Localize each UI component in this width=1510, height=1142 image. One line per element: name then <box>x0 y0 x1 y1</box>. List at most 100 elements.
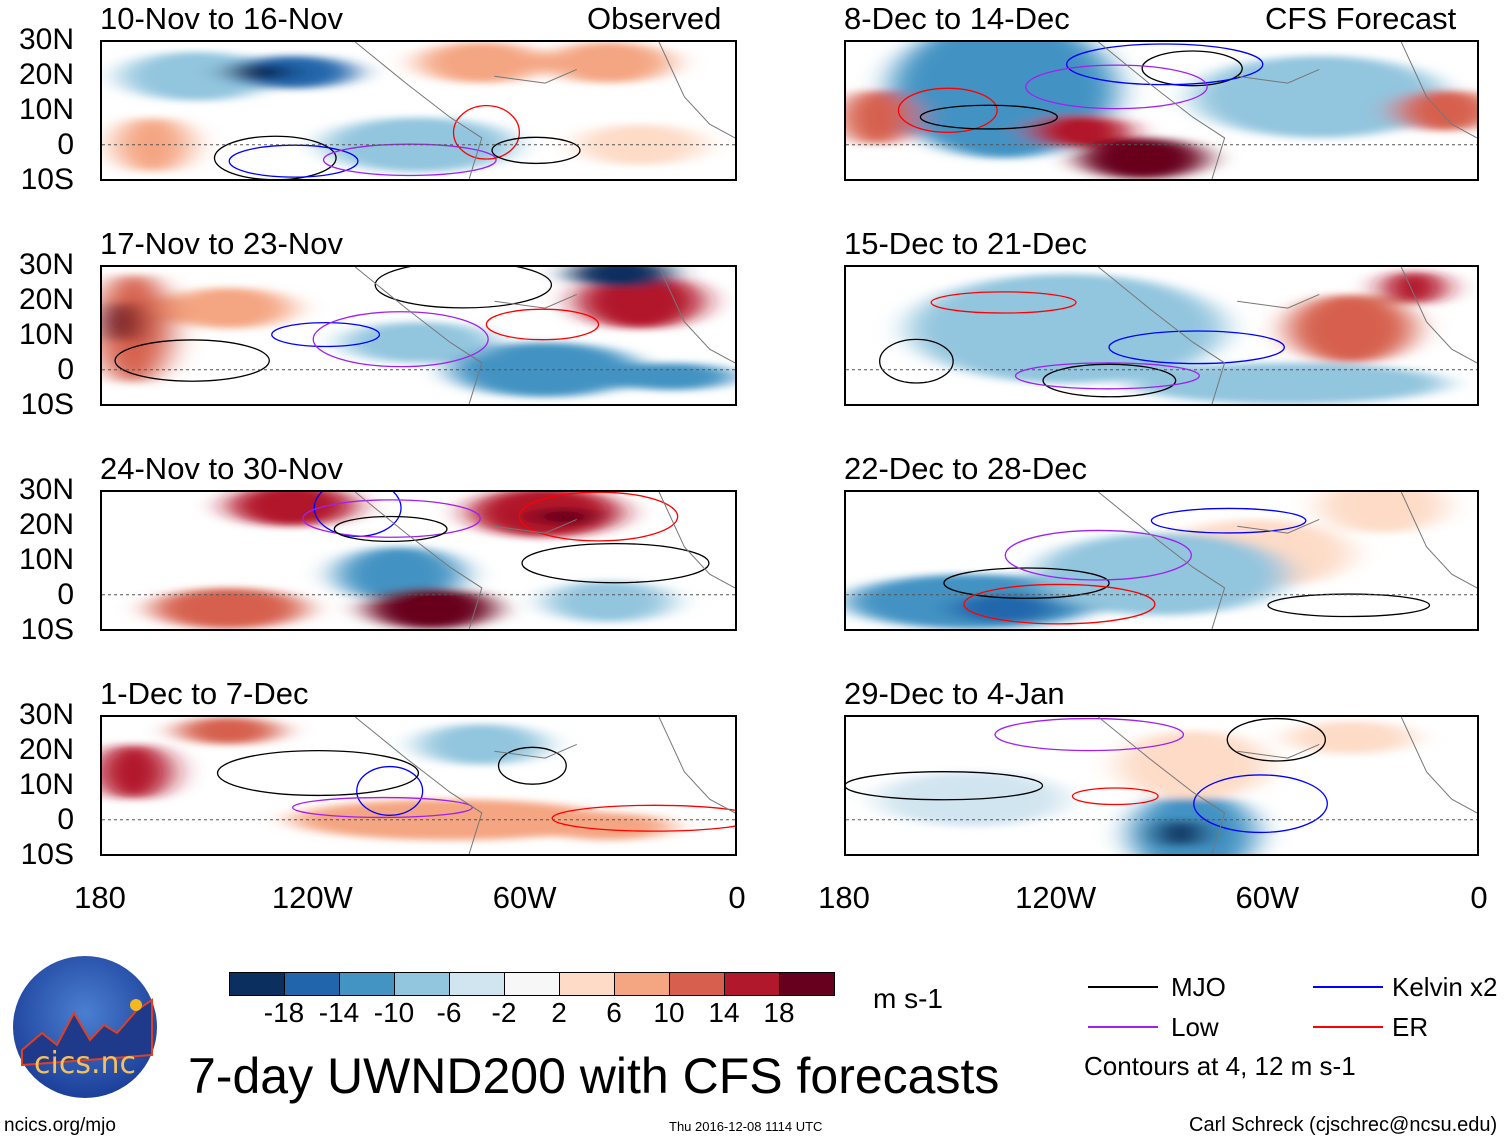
wave-contour <box>1043 364 1176 396</box>
map-panel-observed <box>100 715 737 856</box>
wind-anomaly-region <box>1394 89 1477 132</box>
wave-contour <box>323 144 496 175</box>
wave-contour <box>1142 51 1242 86</box>
map-panel-forecast <box>844 490 1479 631</box>
wind-anomaly-region <box>120 51 273 101</box>
colorbar-tick-label: 14 <box>708 997 740 1028</box>
wave-contour <box>1194 775 1328 833</box>
colorbar-swatch <box>615 973 670 995</box>
map-panel-forecast <box>844 40 1479 181</box>
wind-anomaly-region <box>532 508 596 525</box>
wind-anomaly-region <box>228 63 292 81</box>
latitude-tick-label: 10N <box>18 318 74 351</box>
longitude-tick-label: 0 <box>1470 880 1488 915</box>
wave-contour <box>931 292 1076 313</box>
wave-contour <box>944 568 1109 598</box>
wind-anomaly-region <box>342 321 495 363</box>
colorbar-tick-label: -10 <box>373 997 415 1028</box>
wave-contour <box>218 751 419 796</box>
timestamp: Thu 2016-12-08 1114 UTC <box>669 1119 823 1134</box>
wind-anomaly-region <box>1287 721 1414 754</box>
legend-low: Low <box>1171 1012 1219 1042</box>
panel-title: 29-Dec to 4-Jan <box>844 676 1065 711</box>
contour-note: Contours at 4, 12 m s-1 <box>1084 1051 1356 1081</box>
panel-title: 10-Nov to 16-Nov <box>100 1 343 36</box>
wave-contour <box>499 747 567 784</box>
latitude-tick-label: 20N <box>18 58 74 91</box>
figure-title: 7-day UWND200 with CFS forecasts <box>188 1048 1000 1104</box>
latitude-tick-label: 10S <box>20 613 74 646</box>
coastline <box>1098 492 1477 629</box>
wave-contour <box>293 798 473 818</box>
wave-contour <box>229 145 358 177</box>
wind-anomaly-region <box>102 301 140 343</box>
wave-contour <box>880 339 953 383</box>
wave-contour <box>357 767 423 816</box>
source-url[interactable]: ncics.org/mjo <box>4 1115 116 1136</box>
longitude-tick-label: 0 <box>728 880 746 915</box>
wave-contour <box>995 719 1183 751</box>
coastline <box>355 42 735 179</box>
map-panel-forecast <box>844 265 1479 406</box>
coastline <box>1098 267 1477 404</box>
legend-mjo: MJO <box>1171 972 1226 1002</box>
wind-anomaly-region <box>1193 55 1446 138</box>
longitude-tick-label: 180 <box>818 880 870 915</box>
coastline <box>355 492 735 629</box>
latitude-tick-label: 0 <box>57 128 74 161</box>
wave-contour <box>486 309 598 340</box>
wind-anomaly-region <box>1382 271 1446 304</box>
latitude-tick-label: 0 <box>57 578 74 611</box>
wave-contour <box>920 105 1057 129</box>
author-credit: Carl Schreck (cjschrec@ncsu.edu) <box>1189 1114 1498 1136</box>
observed-label: Observed <box>587 1 722 36</box>
latitude-tick-label: 20N <box>18 733 74 766</box>
colorbar-swatch <box>505 973 560 995</box>
colorbar-swatch <box>780 973 834 995</box>
wind-anomaly-region <box>418 723 546 765</box>
map-panel-observed <box>100 490 737 631</box>
wind-anomaly-region <box>576 273 704 329</box>
wind-anomaly-region <box>570 267 672 288</box>
legend-low-line <box>1088 1026 1158 1028</box>
colorbar-swatch <box>560 973 615 995</box>
latitude-tick-label: 20N <box>18 283 74 316</box>
colorbar-units: m s-1 <box>873 983 943 1014</box>
panel-title: 22-Dec to 28-Dec <box>844 451 1087 486</box>
wind-anomaly-region <box>177 717 280 745</box>
panel-title: 8-Dec to 14-Dec <box>844 1 1070 36</box>
wind-anomaly-region <box>1035 533 1288 616</box>
latitude-tick-label: 30N <box>18 23 74 56</box>
legend-mjo-line <box>1088 986 1158 988</box>
wave-contour <box>303 500 480 537</box>
wind-anomaly-region <box>909 273 1225 384</box>
longitude-tick-label: 60W <box>492 880 557 915</box>
map-panel-observed <box>100 265 737 406</box>
wave-contour <box>964 584 1155 623</box>
wave-contour <box>1072 788 1158 804</box>
coastline <box>1098 717 1477 854</box>
colorbar <box>229 972 835 996</box>
wave-contour <box>492 137 580 163</box>
wind-anomaly-region <box>953 594 1055 623</box>
wave-contour <box>1109 331 1284 364</box>
wind-anomaly-region <box>1028 114 1130 148</box>
wave-contour <box>1026 65 1207 108</box>
wind-anomaly-region <box>418 42 546 84</box>
wind-anomaly-region <box>102 744 172 800</box>
legend-kelvin: Kelvin x2 <box>1392 972 1498 1002</box>
wave-contour <box>214 136 336 179</box>
colorbar-swatch <box>670 973 725 995</box>
latitude-tick-label: 0 <box>57 803 74 836</box>
colorbar-swatch <box>395 973 450 995</box>
wave-contour <box>454 106 520 159</box>
wind-anomaly-region <box>336 546 463 602</box>
wave-contour <box>115 340 269 381</box>
wave-contour <box>1016 363 1200 389</box>
wave-contour <box>846 772 1043 800</box>
wind-anomaly-region <box>608 362 735 391</box>
colorbar-tick-label: -6 <box>436 997 462 1028</box>
colorbar-swatch <box>450 973 505 995</box>
wave-contour <box>1268 594 1430 616</box>
latitude-tick-label: 30N <box>18 698 74 731</box>
